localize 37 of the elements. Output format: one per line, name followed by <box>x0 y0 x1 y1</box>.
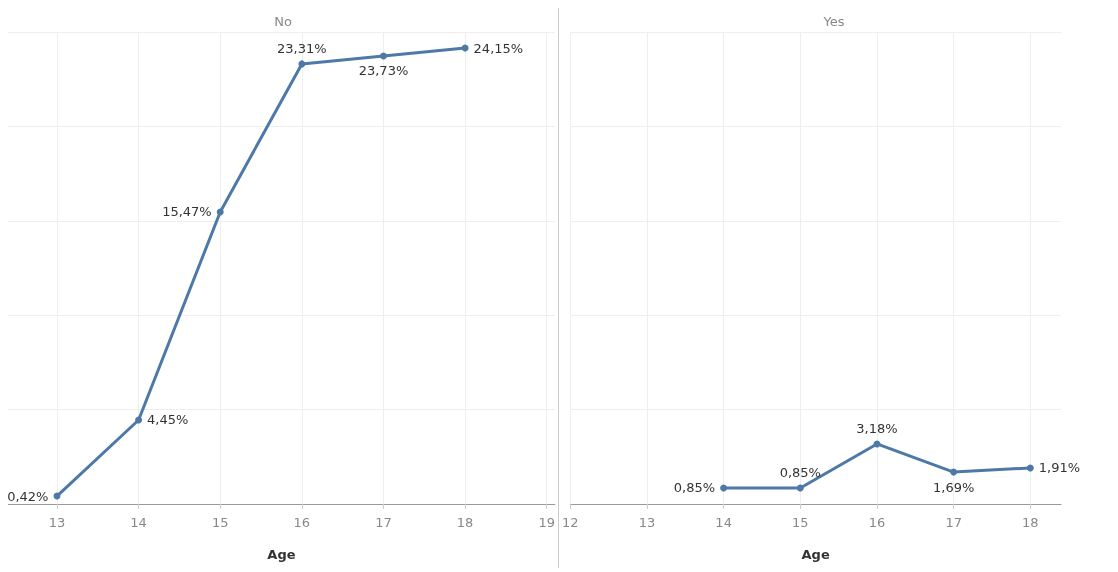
x-tick-label: 17 <box>945 515 962 530</box>
data-label: 1,69% <box>933 479 975 495</box>
point <box>720 484 728 492</box>
point <box>950 468 958 476</box>
x-tick-label: 13 <box>638 515 656 530</box>
x-axis-title: Age <box>267 547 296 562</box>
point <box>298 60 306 68</box>
chart-title: No <box>274 14 292 29</box>
x-tick-label: 12 <box>562 515 579 530</box>
point <box>379 52 387 60</box>
x-axis-title: Age <box>801 547 830 562</box>
data-label: 4,45% <box>147 412 189 428</box>
x-tick-label: 15 <box>211 515 229 530</box>
data-label: 23,31% <box>277 41 327 57</box>
point <box>216 208 224 216</box>
x-tick-label: 14 <box>130 515 147 530</box>
chart-title: Yes <box>822 14 845 29</box>
data-label: 0,85% <box>673 480 716 496</box>
x-tick-label: 18 <box>456 515 474 530</box>
point <box>1026 464 1034 472</box>
x-tick-label: 17 <box>375 515 392 530</box>
data-label: 15,47% <box>162 204 212 220</box>
point <box>135 416 143 424</box>
data-label: 1,91% <box>1038 460 1081 476</box>
data-label: 0,42% <box>7 488 49 504</box>
x-tick-label: 18 <box>1022 515 1039 530</box>
data-label: 24,15% <box>473 40 524 56</box>
x-tick-label: 14 <box>715 515 732 530</box>
data-label: 3,18% <box>856 421 898 437</box>
x-tick-label: 19 <box>538 515 555 530</box>
data-label: 23,73% <box>358 63 409 79</box>
x-tick-label: 16 <box>868 515 886 530</box>
x-tick-label: 16 <box>293 515 311 530</box>
point <box>796 484 804 492</box>
x-tick-label: 13 <box>48 515 66 530</box>
x-tick-label: 15 <box>792 515 809 530</box>
data-label: 0,85% <box>779 465 821 481</box>
